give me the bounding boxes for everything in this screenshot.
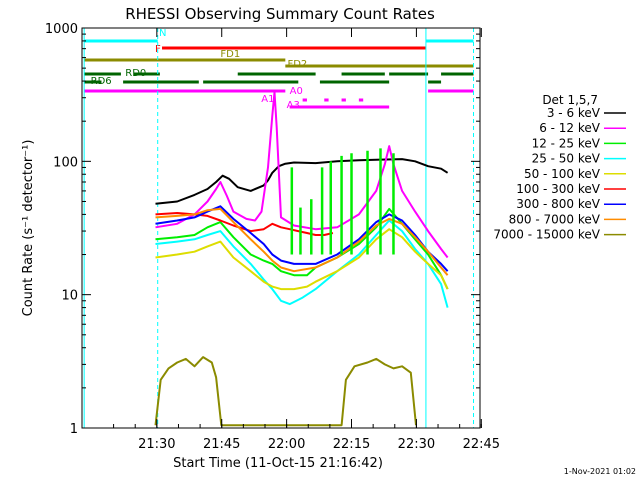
series-line-25-50-kev xyxy=(155,219,449,308)
x-tick-label-21-45: 21:45 xyxy=(203,437,240,452)
legend-label-300-800-kev: 300 - 800 keV xyxy=(516,197,600,211)
flag-label-rd0: RD0 xyxy=(125,68,146,79)
y-tick-label-1: 1 xyxy=(70,422,78,437)
flag-label-rd6: RD6 xyxy=(91,76,112,87)
legend-label-7000-15000-kev: 7000 - 15000 keV xyxy=(493,228,600,242)
flag-label-n: N xyxy=(159,28,166,39)
series-line-7000-15000-kev xyxy=(154,356,417,427)
x-tick-label-22-00: 22:00 xyxy=(268,437,305,452)
legend-label-6-12-kev: 6 - 12 keV xyxy=(539,121,601,135)
flag-label-a1: A1 xyxy=(261,94,274,105)
x-axis-ticks: 21:30 21:45 22:00 22:15 22:30 22:45 xyxy=(113,28,500,452)
legend-label-3-6-kev: 3 - 6 keV xyxy=(547,106,601,120)
x-tick-label-22-15: 22:15 xyxy=(333,437,370,452)
x-axis-label: Start Time (11-Oct-15 21:16:42) xyxy=(173,456,383,471)
legend-label-25-50-kev: 25 - 50 keV xyxy=(532,152,601,166)
x-tick-label-22-45: 22:45 xyxy=(463,437,500,452)
y-tick-label-1000: 1000 xyxy=(45,22,78,37)
y-axis-label: Count Rate (s⁻¹ detector⁻¹) xyxy=(21,140,36,317)
footer-date: 1-Nov-2021 01:02 xyxy=(564,467,636,476)
x-tick-label-22-30: 22:30 xyxy=(398,437,435,452)
flag-label-fd1: FD1 xyxy=(220,49,240,60)
series-line-800-7000-kev xyxy=(155,207,449,276)
flag-label-fd2: FD2 xyxy=(287,59,307,70)
y-tick-label-100: 100 xyxy=(53,155,78,170)
legend-label-50-100-kev: 50 - 100 keV xyxy=(524,167,601,181)
legend-label-100-300-kev: 100 - 300 keV xyxy=(516,182,600,196)
x-tick-label-21-30: 21:30 xyxy=(138,437,175,452)
plot-frame xyxy=(81,27,481,429)
flag-label-a3: A3 xyxy=(287,100,300,111)
chart-title: RHESSI Observing Summary Count Rates xyxy=(125,5,435,23)
series-lines xyxy=(154,91,449,427)
flag-label-a0: A0 xyxy=(290,86,303,97)
flag-bars: NFFD1FD2RD0RD6A0A1A3 xyxy=(84,28,474,111)
series-line-6-12-kev xyxy=(155,91,449,259)
legend-label-12-25-kev: 12 - 25 keV xyxy=(532,136,601,150)
series-line-50-100-kev xyxy=(155,228,449,291)
legend-title: Det 1,5,7 xyxy=(542,93,598,107)
legend-label-800-7000-kev: 800 - 7000 keV xyxy=(509,212,601,226)
y-axis-ticks: 1 10 100 1000 xyxy=(45,22,480,437)
y-tick-label-10: 10 xyxy=(61,289,78,304)
series-line-3-6-kev xyxy=(155,158,449,205)
